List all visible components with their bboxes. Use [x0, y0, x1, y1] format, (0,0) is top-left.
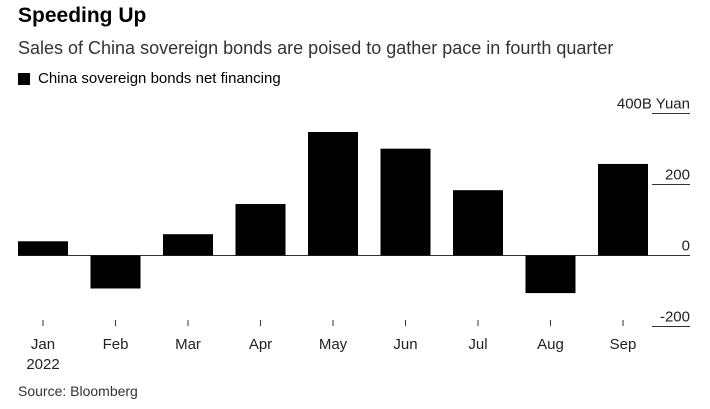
bar-sep [598, 163, 648, 256]
y-tick-label: 200 [665, 167, 690, 184]
chart-subtitle: Sales of China sovereign bonds are poise… [18, 38, 614, 58]
y-tick-label: 0 [682, 237, 690, 254]
legend: China sovereign bonds net financing [18, 70, 281, 87]
x-tick-label: May [319, 336, 348, 353]
bar-jul [453, 190, 503, 256]
bar-may [308, 132, 358, 256]
y-tick-label: -200 [660, 308, 690, 325]
x-tick-label: Jun [393, 336, 417, 353]
legend-label: China sovereign bonds net financing [38, 70, 281, 87]
source-note: Source: Bloomberg [18, 383, 138, 399]
chart-title: Speeding Up [18, 4, 147, 27]
x-tick-label: Sep [610, 336, 637, 353]
y-tick-label: 400B Yuan [617, 96, 690, 113]
bar-jan [18, 241, 68, 256]
x-tick-label: Apr [249, 336, 272, 353]
bar-apr [235, 204, 286, 256]
bar-feb [90, 255, 141, 289]
x-tick-sublabel: 2022 [26, 356, 59, 373]
legend-swatch [18, 72, 30, 85]
bar-aug [525, 255, 576, 294]
x-tick-label: Aug [537, 336, 564, 353]
x-tick-label: Jan [31, 336, 55, 353]
x-tick-label: Feb [103, 336, 129, 353]
x-tick-label: Mar [175, 336, 201, 353]
bar-mar [163, 234, 213, 256]
x-tick-label: Jul [468, 336, 487, 353]
bar-jun [380, 148, 431, 256]
